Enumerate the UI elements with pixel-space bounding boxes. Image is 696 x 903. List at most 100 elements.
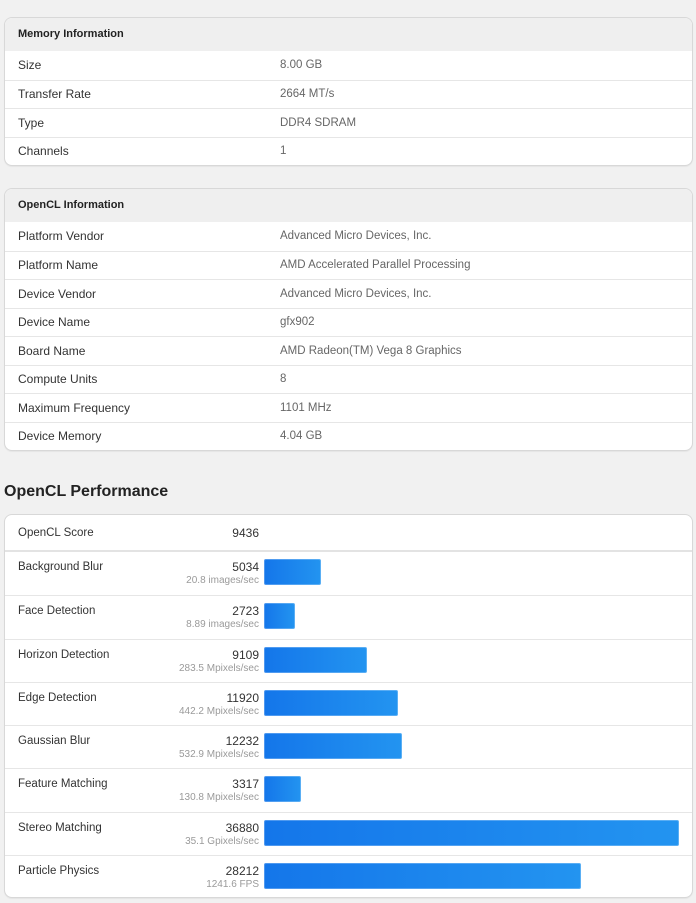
test-bar-track (264, 603, 295, 630)
test-bar-track (264, 819, 679, 846)
memory-information-card: Memory Information Size 8.00 GB Transfer … (4, 17, 693, 166)
test-rate: 442.2 Mpixels/sec (178, 705, 259, 717)
info-value: 8 (280, 373, 287, 386)
test-score: 28212 (225, 864, 259, 879)
test-bar (264, 819, 679, 846)
memory-information-header: Memory Information (5, 18, 692, 51)
info-label: Platform Name (18, 258, 99, 273)
performance-test-row: Edge Detection 11920 442.2 Mpixels/sec (5, 681, 692, 725)
test-bar-track (264, 733, 402, 760)
info-label: Transfer Rate (18, 87, 91, 102)
test-bar-track (264, 776, 301, 803)
info-label: Type (18, 115, 45, 130)
performance-test-row: Particle Physics 28212 1241.6 FPS (5, 855, 692, 897)
performance-test-row: Horizon Detection 9109 283.5 Mpixels/sec (5, 638, 692, 682)
info-value: 2664 MT/s (280, 88, 335, 101)
info-value: AMD Accelerated Parallel Processing (280, 259, 471, 272)
test-label: Stereo Matching (18, 821, 102, 834)
test-rate: 130.8 Mpixels/sec (178, 792, 259, 804)
test-bar-track (264, 863, 581, 890)
info-row: Size 8.00 GB (5, 51, 692, 80)
test-numbers: 9109 283.5 Mpixels/sec (155, 640, 259, 675)
test-numbers: 5034 20.8 images/sec (155, 552, 259, 587)
info-value: DDR4 SDRAM (280, 116, 357, 129)
test-score: 9109 (232, 647, 259, 662)
test-score: 5034 (232, 560, 259, 574)
opencl-score-row: OpenCL Score 9436 (5, 515, 692, 552)
opencl-score-value: 9436 (232, 525, 259, 540)
test-label: Face Detection (18, 605, 96, 618)
performance-test-row: Background Blur 5034 20.8 images/sec (5, 552, 692, 595)
info-value: AMD Radeon(TM) Vega 8 Graphics (280, 344, 462, 357)
info-label: Size (18, 58, 42, 73)
info-value: Advanced Micro Devices, Inc. (280, 230, 432, 243)
info-label: Device Name (18, 315, 91, 330)
test-label: Edge Detection (18, 691, 97, 704)
test-label: Gaussian Blur (18, 735, 91, 748)
test-rate: 35.1 Gpixels/sec (185, 835, 259, 847)
opencl-information-table: Platform Vendor Advanced Micro Devices, I… (5, 222, 692, 450)
test-bar (264, 559, 321, 585)
test-bar (264, 689, 398, 716)
test-numbers: 12232 532.9 Mpixels/sec (155, 726, 259, 761)
info-row: Channels 1 (5, 136, 692, 166)
test-score: 12232 (225, 734, 259, 749)
test-bar (264, 733, 402, 760)
test-score: 11920 (226, 690, 259, 705)
test-score: 2723 (232, 604, 259, 619)
test-label: Feature Matching (18, 778, 108, 791)
memory-information-table: Size 8.00 GB Transfer Rate 2664 MT/s Type D… (5, 51, 692, 165)
test-bar (264, 863, 581, 890)
info-row: Maximum Frequency 1101 MHz (5, 393, 692, 422)
test-rate: 532.9 Mpixels/sec (178, 749, 259, 761)
test-bar-track (264, 689, 398, 716)
info-row: Compute Units 8 (5, 364, 692, 394)
info-row: Type DDR4 SDRAM (5, 108, 692, 137)
info-label: Board Name (18, 343, 86, 358)
info-row: Transfer Rate 2664 MT/s (5, 79, 692, 109)
test-label: Particle Physics (18, 865, 100, 878)
info-label: Device Memory (18, 429, 102, 444)
info-row: Board Name AMD Radeon(TM) Vega 8 Graphics (5, 336, 692, 365)
performance-test-row: Face Detection 2723 8.89 images/sec (5, 595, 692, 638)
test-numbers: 11920 442.2 Mpixels/sec (155, 683, 259, 718)
performance-test-row: Gaussian Blur 12232 532.9 Mpixels/sec (5, 725, 692, 768)
info-value: 8.00 GB (280, 59, 323, 72)
info-row: Platform Name AMD Accelerated Parallel Pr… (5, 250, 692, 280)
info-label: Maximum Frequency (18, 400, 131, 415)
performance-test-row: Feature Matching 3317 130.8 Mpixels/sec (5, 768, 692, 811)
test-bar (264, 603, 295, 630)
info-value: gfx902 (280, 316, 315, 329)
performance-test-row: Stereo Matching 36880 35.1 Gpixels/sec (5, 811, 692, 855)
info-label: Channels (18, 144, 69, 159)
info-label: Platform Vendor (18, 229, 105, 244)
test-numbers: 36880 35.1 Gpixels/sec (155, 813, 259, 848)
test-rate: 8.89 images/sec (186, 619, 259, 631)
opencl-performance-title: OpenCL Performance (4, 483, 169, 500)
info-row: Device Vendor Advanced Micro Devices, Inc… (5, 279, 692, 308)
info-value: 4.04 GB (280, 430, 323, 443)
info-value: 1101 MHz (280, 401, 332, 414)
info-value: 1 (280, 145, 287, 158)
opencl-score-label: OpenCL Score (18, 526, 94, 539)
test-bar-track (264, 646, 367, 673)
test-rate: 1241.6 FPS (206, 879, 259, 891)
test-numbers: 3317 130.8 Mpixels/sec (155, 769, 259, 804)
test-bar-track (264, 559, 321, 585)
info-label: Device Vendor (18, 286, 97, 301)
info-value: Advanced Micro Devices, Inc. (280, 287, 432, 300)
test-bar (264, 776, 301, 803)
test-rate: 283.5 Mpixels/sec (178, 662, 259, 674)
test-score: 3317 (232, 777, 259, 792)
info-label: Compute Units (18, 372, 98, 387)
performance-test-list: Background Blur 5034 20.8 images/sec Face… (5, 552, 692, 897)
test-numbers: 2723 8.89 images/sec (155, 596, 259, 631)
info-row: Device Memory 4.04 GB (5, 421, 692, 451)
info-row: Platform Vendor Advanced Micro Devices, I… (5, 222, 692, 251)
test-bar (264, 646, 367, 673)
test-numbers: 28212 1241.6 FPS (155, 856, 259, 891)
info-row: Device Name gfx902 (5, 307, 692, 337)
opencl-information-header: OpenCL Information (5, 189, 692, 222)
test-label: Background Blur (18, 561, 104, 573)
opencl-information-card: OpenCL Information Platform Vendor Advanc… (4, 188, 693, 451)
